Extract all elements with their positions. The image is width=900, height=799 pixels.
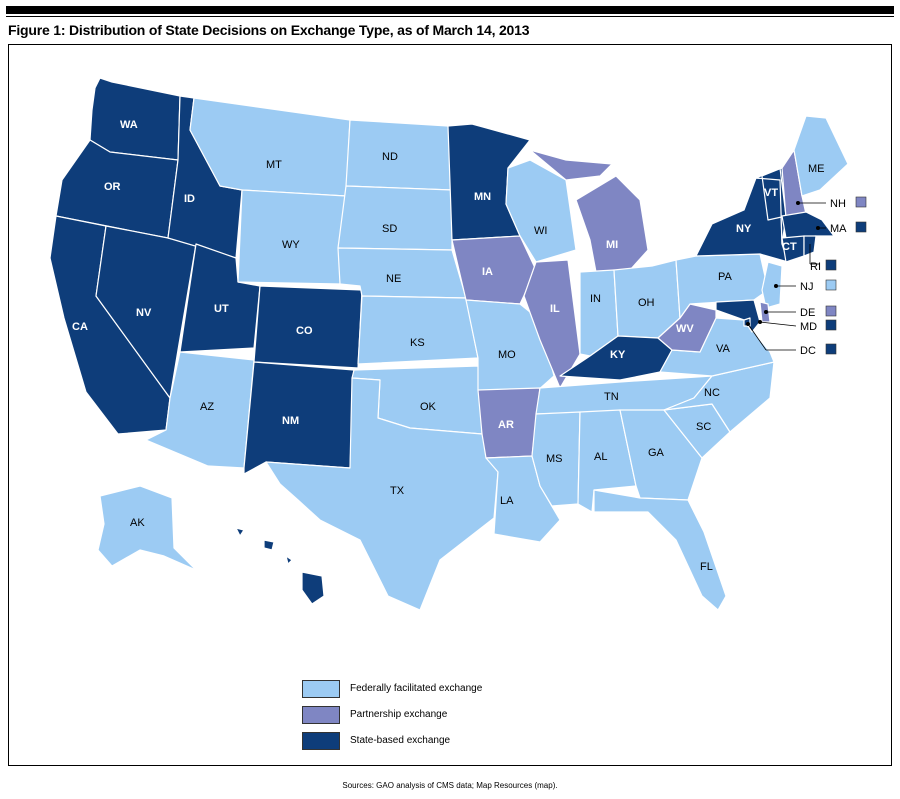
label-LA: LA (500, 495, 514, 507)
callout-label-NH: NH (830, 198, 846, 210)
state-FL (593, 489, 727, 611)
label-VT: VT (764, 187, 778, 199)
label-MN: MN (474, 191, 491, 203)
state-MI (529, 149, 649, 273)
label-AL: AL (594, 451, 607, 463)
state-HI (235, 527, 325, 605)
state-AK (97, 485, 197, 571)
label-MO: MO (498, 349, 516, 361)
label-NV: NV (136, 307, 152, 319)
callout-label-MA: MA (830, 223, 847, 235)
label-AZ: AZ (200, 401, 214, 413)
label-KY: KY (610, 349, 626, 361)
legend-swatch-federal (302, 680, 340, 698)
label-WV: WV (676, 323, 694, 335)
legend-swatch-partnership (302, 706, 340, 724)
legend-swatch-state (302, 732, 340, 750)
state-SD (337, 185, 453, 251)
state-MO (465, 299, 555, 393)
legend-item-state: State-based exchange (302, 732, 562, 758)
label-GA: GA (648, 447, 665, 459)
label-UT: UT (214, 303, 229, 315)
label-OH: OH (638, 297, 655, 309)
state-WI (505, 159, 577, 263)
state-WY (237, 189, 347, 285)
callout-label-DE: DE (800, 307, 815, 319)
legend-item-federal: Federally facilitated exchange (302, 680, 562, 706)
label-SD: SD (382, 223, 397, 235)
state-NH (781, 149, 807, 219)
label-PA: PA (718, 271, 733, 283)
label-AK: AK (130, 517, 145, 529)
state-TX (265, 377, 499, 611)
label-FL: FL (700, 561, 713, 573)
label-CA: CA (72, 321, 88, 333)
label-WA: WA (120, 119, 138, 131)
label-OK: OK (420, 401, 437, 413)
legend: Federally facilitated exchange Partnersh… (302, 680, 562, 758)
callout-label-NJ: NJ (800, 281, 813, 293)
label-WY: WY (282, 239, 300, 251)
callout-label-MD: MD (800, 321, 817, 333)
callout-label-DC: DC (800, 345, 816, 357)
callout-swatch-DC (825, 343, 837, 355)
state-ME (793, 115, 849, 197)
state-KS (357, 295, 479, 365)
callout-swatch-NH (855, 196, 867, 208)
callout-swatch-MD (825, 319, 837, 331)
legend-label-federal: Federally facilitated exchange (350, 683, 483, 694)
callout-swatch-MA (855, 221, 867, 233)
label-MI: MI (606, 239, 618, 251)
label-IA: IA (482, 266, 493, 278)
label-KS: KS (410, 337, 425, 349)
label-NM: NM (282, 415, 299, 427)
legend-label-state: State-based exchange (350, 735, 451, 746)
label-TX: TX (390, 485, 405, 497)
label-NE: NE (386, 273, 401, 285)
label-SC: SC (696, 421, 711, 433)
state-MA (781, 211, 835, 239)
state-ND (345, 119, 453, 191)
callout-label-RI: RI (810, 261, 821, 273)
state-IA (451, 235, 537, 305)
label-CT: CT (782, 241, 797, 253)
state-CO (253, 285, 363, 369)
label-VA: VA (716, 343, 731, 355)
label-ID: ID (184, 193, 195, 205)
label-CO: CO (296, 325, 313, 337)
label-NC: NC (704, 387, 720, 399)
callout-swatch-DE (825, 305, 837, 317)
label-IN: IN (590, 293, 601, 305)
legend-item-partnership: Partnership exchange (302, 706, 562, 732)
top-rule-thin (6, 16, 894, 17)
label-OR: OR (104, 181, 121, 193)
label-ME: ME (808, 163, 825, 175)
callout-swatch-NJ (825, 279, 837, 291)
top-rule-thick (6, 6, 894, 14)
label-NY: NY (736, 223, 752, 235)
label-TN: TN (604, 391, 619, 403)
callout-swatch-RI (825, 259, 837, 271)
label-MT: MT (266, 159, 282, 171)
source-note: Sources: GAO analysis of CMS data; Map R… (342, 781, 558, 790)
state-NJ (761, 261, 783, 309)
label-AR: AR (498, 419, 514, 431)
legend-label-partnership: Partnership exchange (350, 709, 448, 720)
figure-title: Figure 1: Distribution of State Decision… (8, 22, 530, 38)
label-MS: MS (546, 453, 563, 465)
label-WI: WI (534, 225, 547, 237)
label-ND: ND (382, 151, 398, 163)
figure-frame (8, 44, 892, 766)
label-IL: IL (550, 303, 560, 315)
label-HI: HI (270, 575, 281, 587)
